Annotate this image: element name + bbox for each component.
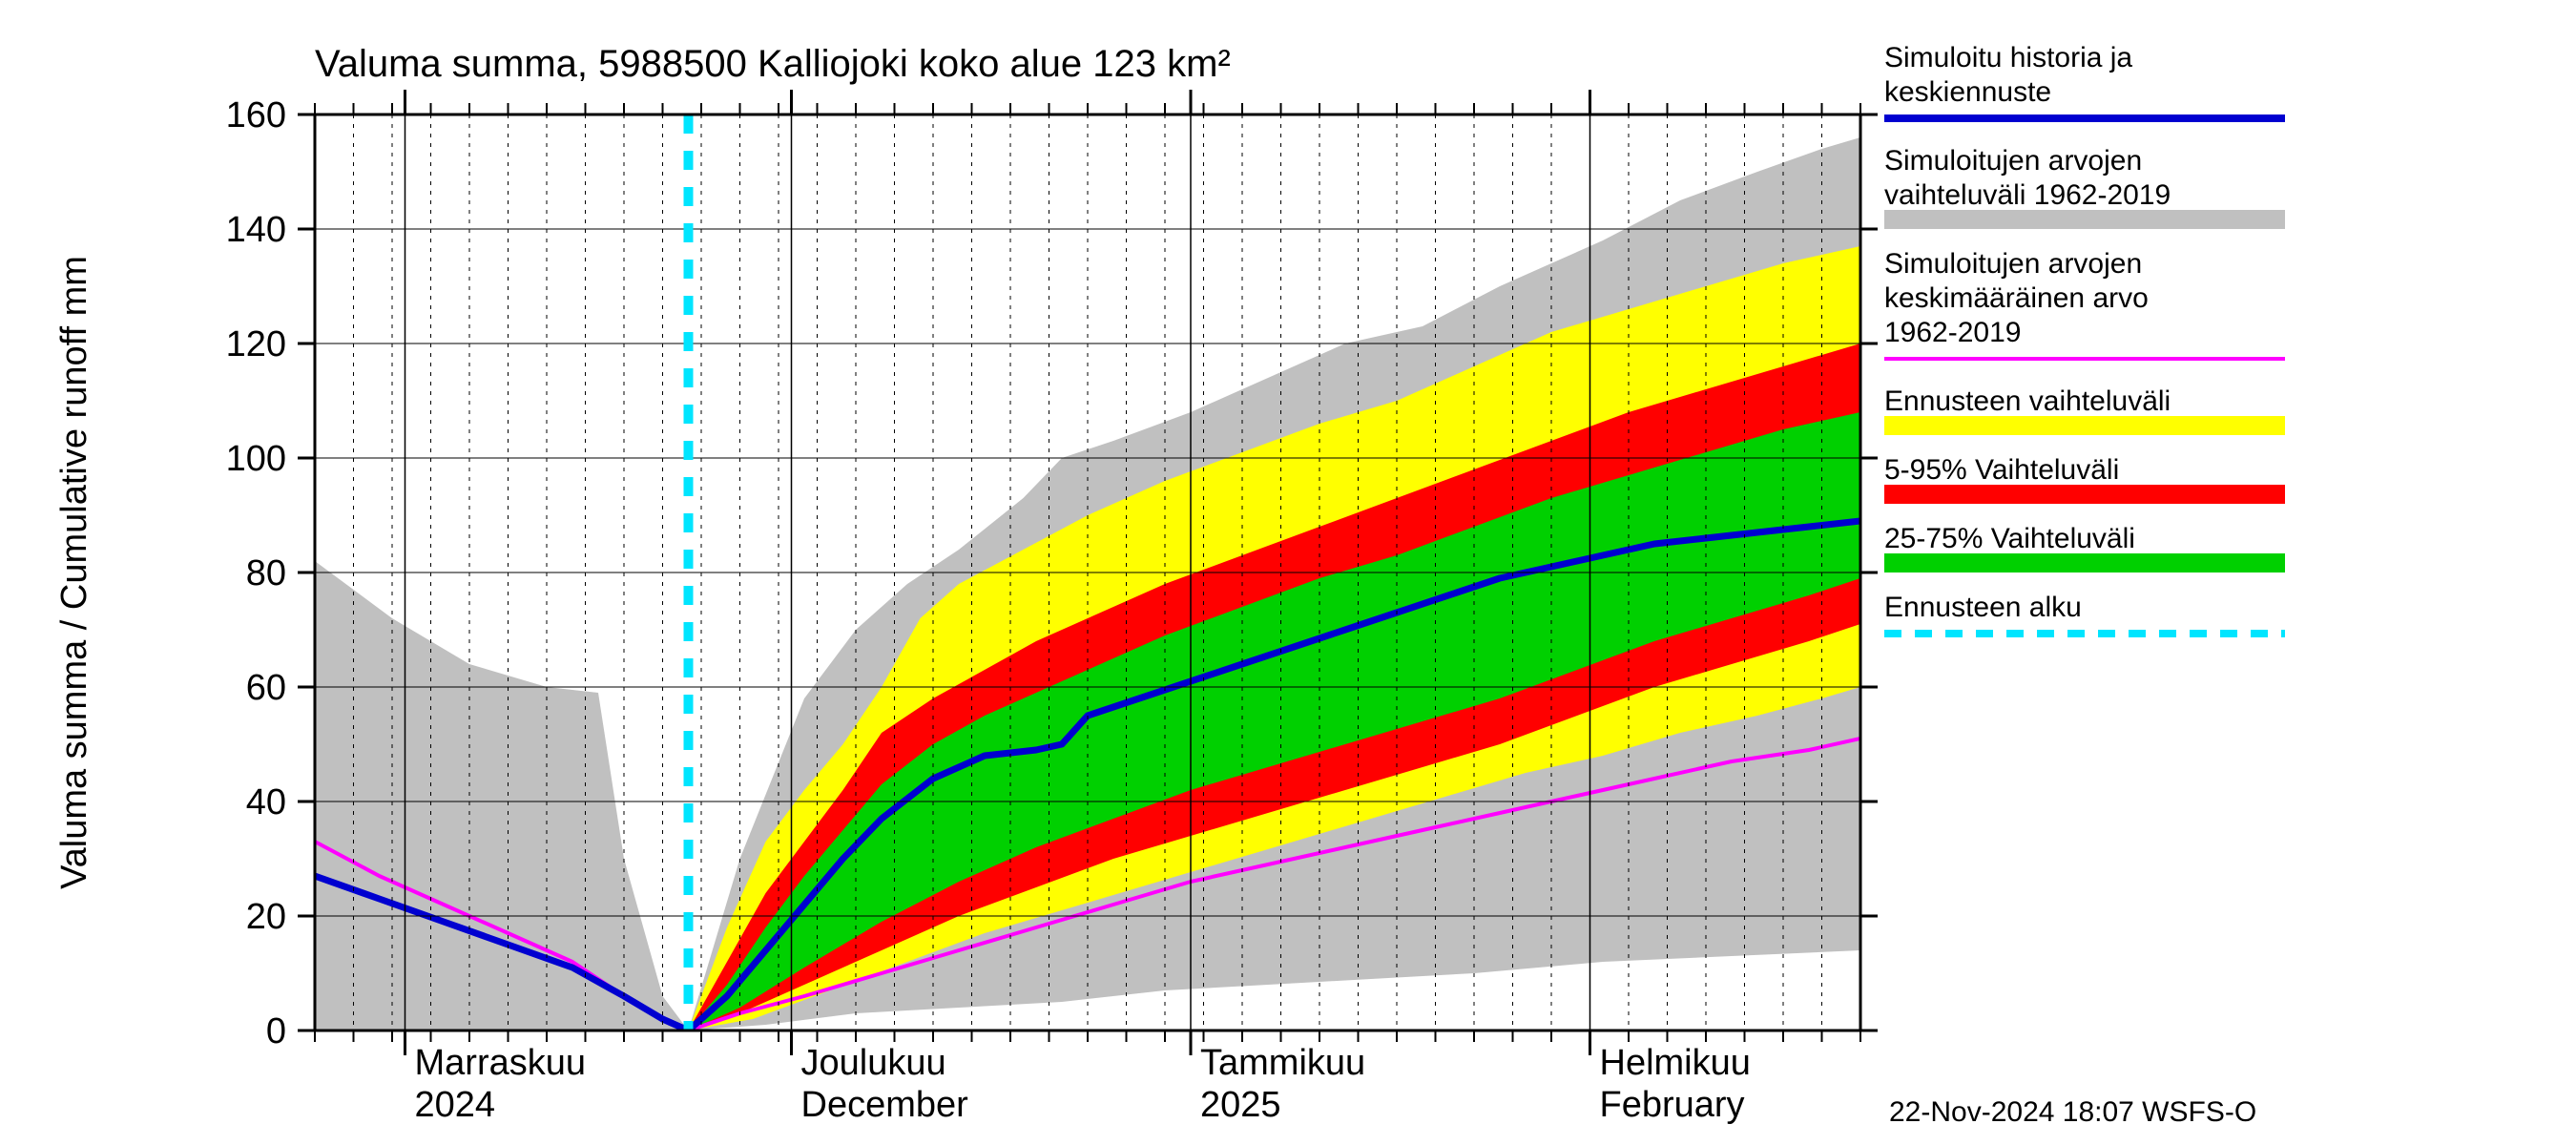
x-label-bottom: 2024 [415, 1085, 496, 1125]
legend-swatch [1884, 210, 2285, 229]
chart-title: Valuma summa, 5988500 Kalliojoki koko al… [315, 43, 1231, 85]
legend-label: 1962-2019 [1884, 317, 2021, 348]
legend-label: keskimääräinen arvo [1884, 282, 2149, 314]
chart-svg: 0 20 40 60 80 100 120 140 160 Marraskuu2024 Jouluk… [0, 0, 2576, 1145]
x-label-bottom: 2025 [1200, 1085, 1281, 1125]
y-tick-label: 80 [246, 553, 286, 593]
x-label-bottom: February [1600, 1085, 1745, 1125]
y-tick-label: 160 [226, 95, 286, 135]
x-label-top: Helmikuu [1600, 1043, 1751, 1083]
legend-label: 25-75% Vaihteluväli [1884, 523, 2135, 554]
y-tick-label: 100 [226, 439, 286, 479]
x-label-top: Tammikuu [1200, 1043, 1365, 1083]
x-label-bottom: December [801, 1085, 969, 1125]
y-tick-label: 120 [226, 324, 286, 364]
y-tick-label: 40 [246, 782, 286, 822]
y-tick-label: 20 [246, 897, 286, 937]
x-label-top: Joulukuu [801, 1043, 946, 1083]
footer-timestamp: 22-Nov-2024 18:07 WSFS-O [1889, 1096, 2256, 1128]
y-tick-label: 0 [266, 1011, 286, 1051]
y-tick-label: 140 [226, 210, 286, 250]
legend-label: Simuloitujen arvojen [1884, 248, 2142, 280]
legend-swatch [1884, 553, 2285, 572]
legend-label: 5-95% Vaihteluväli [1884, 454, 2119, 486]
legend-swatch [1884, 485, 2285, 504]
y-axis-label: Valuma summa / Cumulative runoff mm [54, 256, 94, 889]
legend-label: Ennusteen alku [1884, 592, 2082, 623]
legend-label: vaihteluväli 1962-2019 [1884, 179, 2171, 211]
y-tick-label: 60 [246, 668, 286, 708]
legend-label: Simuloitu historia ja [1884, 42, 2132, 73]
legend-label: Simuloitujen arvojen [1884, 145, 2142, 177]
chart-container: 0 20 40 60 80 100 120 140 160 Marraskuu2024 Jouluk… [0, 0, 2576, 1145]
legend-label: keskiennuste [1884, 76, 2051, 108]
legend-label: Ennusteen vaihteluväli [1884, 385, 2171, 417]
x-label-top: Marraskuu [415, 1043, 587, 1083]
legend-swatch [1884, 416, 2285, 435]
